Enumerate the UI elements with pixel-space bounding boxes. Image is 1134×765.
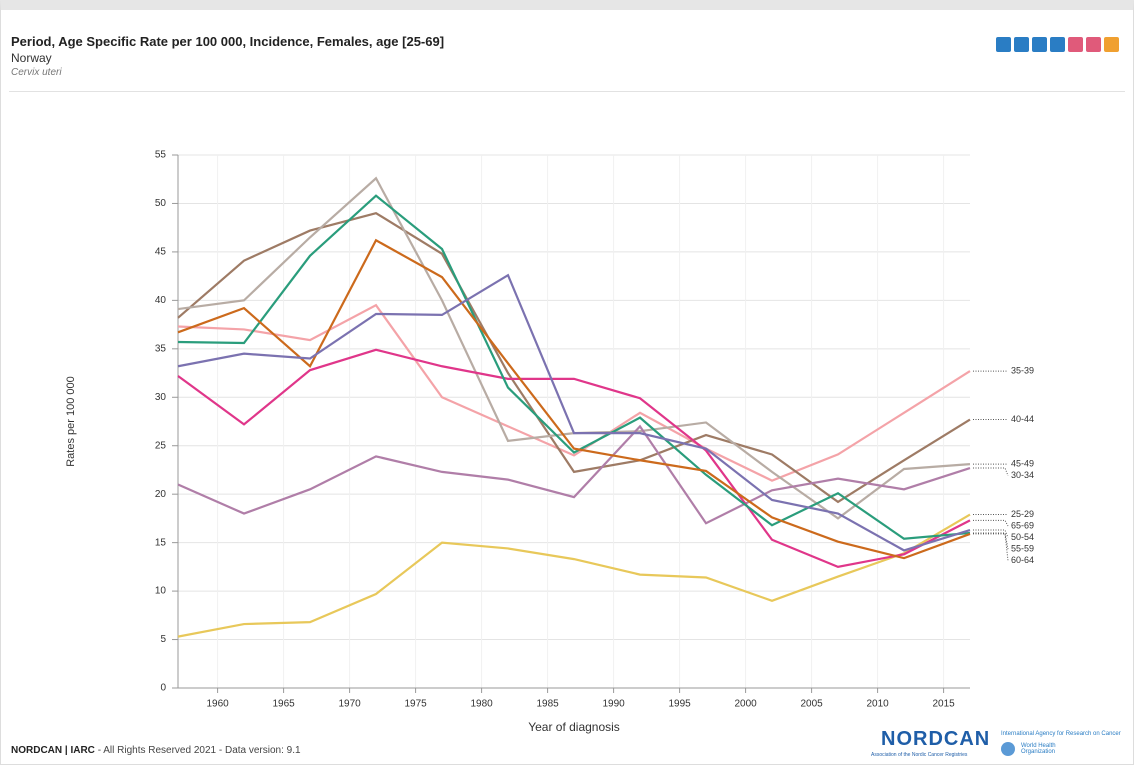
y-tick-label: 25 — [155, 440, 167, 451]
legend-label: 55-59 — [1011, 543, 1034, 553]
series-line — [177, 211, 971, 504]
legend-label: 30-34 — [1011, 470, 1034, 480]
export-icons — [996, 37, 1119, 52]
divider — [9, 91, 1125, 92]
x-tick-label: 1965 — [272, 699, 295, 710]
x-tick-label: 1960 — [206, 699, 229, 710]
chart-title: Period, Age Specific Rate per 100 000, I… — [11, 34, 445, 49]
export-svg[interactable] — [1032, 37, 1047, 52]
export-jpg[interactable] — [1014, 37, 1029, 52]
x-tick-label: 1970 — [338, 699, 361, 710]
series-line — [177, 424, 971, 525]
export-csv[interactable] — [1050, 37, 1065, 52]
leader-line — [973, 467, 1009, 476]
leader-line — [973, 532, 1009, 550]
x-tick-label: 2015 — [932, 699, 955, 710]
x-tick-label: 1975 — [404, 699, 427, 710]
series-line — [177, 238, 971, 560]
y-tick-label: 0 — [160, 683, 166, 694]
legend-label: 25-29 — [1011, 509, 1034, 519]
iarc-logo: International Agency for Research on Can… — [1001, 731, 1121, 737]
nordcan-tagline: Association of the Nordic Cancer Registr… — [871, 752, 968, 758]
y-tick-label: 40 — [155, 295, 167, 306]
footer-brand: NORDCAN | IARC — [11, 745, 95, 756]
y-tick-label: 50 — [155, 198, 167, 209]
legend-label: 40-44 — [1011, 414, 1034, 424]
y-tick-label: 10 — [155, 586, 167, 597]
x-tick-label: 1980 — [470, 699, 493, 710]
y-tick-label: 45 — [155, 247, 167, 258]
y-tick-label: 15 — [155, 537, 167, 548]
legend-label: 50-54 — [1011, 532, 1034, 542]
x-tick-label: 1985 — [536, 699, 559, 710]
who-emblem — [1001, 742, 1015, 756]
y-tick-label: 55 — [155, 150, 167, 161]
export-xls[interactable] — [1086, 37, 1101, 52]
series-line — [177, 194, 971, 540]
y-axis-label: Rates per 100 000 — [65, 376, 77, 467]
series-line — [177, 348, 971, 569]
nordcan-logo: NORDCAN — [881, 728, 991, 750]
subtitle: Norway — [11, 51, 52, 65]
export-png[interactable] — [996, 37, 1011, 52]
chart: 0 5 10 15 20 25 30 35 40 45 50 55 1960 1965 1970 1975 19… — [65, 150, 1034, 735]
leader-line — [973, 533, 1009, 561]
x-tick-label: 1995 — [668, 699, 691, 710]
y-tick-label: 35 — [155, 343, 167, 354]
leader-line — [973, 529, 1009, 538]
who-logo: World Health Organization — [1021, 743, 1056, 755]
legend-label: 35-39 — [1011, 365, 1034, 375]
legend-label: 45-49 — [1011, 459, 1034, 469]
x-tick-label: 1990 — [602, 699, 625, 710]
cancer-site: Cervix uteri — [11, 67, 62, 78]
x-tick-label: 2010 — [866, 699, 889, 710]
series-line — [177, 513, 971, 638]
legend-label: 65-69 — [1011, 520, 1034, 530]
export-pdf[interactable] — [1068, 37, 1083, 52]
series-line — [177, 273, 971, 552]
y-tick-label: 5 — [160, 634, 166, 645]
y-tick-label: 20 — [155, 489, 167, 500]
leader-line — [973, 519, 1009, 527]
share-link[interactable] — [1104, 37, 1119, 52]
legend-label: 60-64 — [1011, 555, 1034, 565]
series-line — [177, 303, 971, 482]
x-tick-label: 2005 — [800, 699, 823, 710]
y-tick-label: 30 — [155, 392, 167, 403]
footer-text: - All Rights Reserved 2021 - Data versio… — [97, 745, 301, 756]
x-tick-label: 2000 — [734, 699, 757, 710]
footer: NORDCAN | IARC - All Rights Reserved 202… — [11, 745, 301, 756]
x-axis-label: Year of diagnosis — [528, 720, 620, 734]
